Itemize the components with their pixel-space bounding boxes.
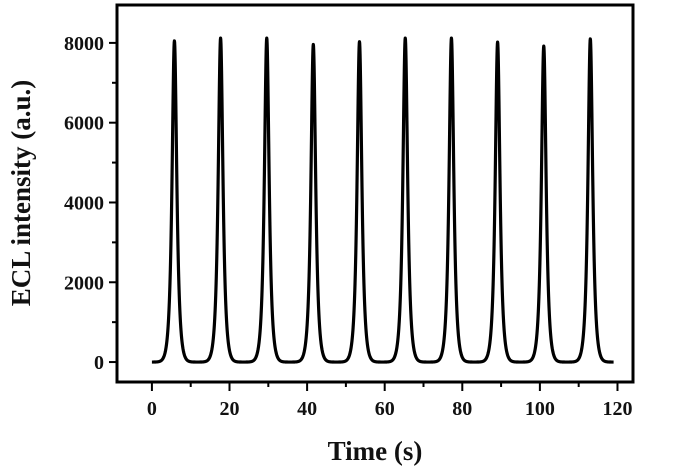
y-tick-label: 2000 (64, 272, 104, 294)
x-tick-label: 100 (525, 398, 555, 420)
ecl-series-line (150, 36, 616, 364)
y-tick-label: 8000 (64, 33, 104, 55)
y-tick-label: 4000 (64, 192, 104, 214)
series-layer (150, 36, 616, 364)
x-tick-label: 80 (452, 398, 472, 420)
x-tick-label: 20 (220, 398, 240, 420)
x-tick-label: 60 (375, 398, 395, 420)
x-tick-label: 0 (147, 398, 157, 420)
plot-frame (115, 3, 635, 384)
x-axis-ticks: 0 20 40 60 80 100 120 (147, 382, 632, 420)
x-axis-label: Time (s) (328, 436, 423, 466)
y-axis-ticks: 0 2000 4000 6000 8000 (64, 33, 117, 374)
y-tick-label: 6000 (64, 113, 104, 135)
x-tick-label: 40 (297, 398, 317, 420)
y-tick-label: 0 (94, 352, 104, 374)
y-axis-label: ECL intensity (a.u.) (6, 80, 36, 307)
x-tick-label: 120 (602, 398, 632, 420)
